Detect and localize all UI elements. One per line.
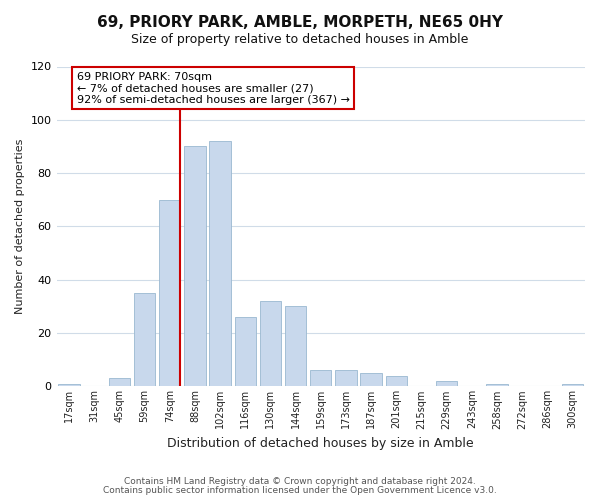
Bar <box>260 301 281 386</box>
Text: Contains HM Land Registry data © Crown copyright and database right 2024.: Contains HM Land Registry data © Crown c… <box>124 477 476 486</box>
Bar <box>159 200 181 386</box>
Y-axis label: Number of detached properties: Number of detached properties <box>15 139 25 314</box>
Text: Contains public sector information licensed under the Open Government Licence v3: Contains public sector information licen… <box>103 486 497 495</box>
Bar <box>184 146 206 386</box>
Bar <box>310 370 331 386</box>
Text: 69 PRIORY PARK: 70sqm
← 7% of detached houses are smaller (27)
92% of semi-detac: 69 PRIORY PARK: 70sqm ← 7% of detached h… <box>77 72 350 105</box>
Bar <box>361 373 382 386</box>
Bar <box>134 293 155 386</box>
Bar <box>58 384 80 386</box>
Bar <box>285 306 307 386</box>
Bar <box>109 378 130 386</box>
Bar <box>386 376 407 386</box>
Bar <box>486 384 508 386</box>
Bar <box>436 381 457 386</box>
Bar <box>235 317 256 386</box>
Text: Size of property relative to detached houses in Amble: Size of property relative to detached ho… <box>131 32 469 46</box>
Bar <box>562 384 583 386</box>
Bar <box>335 370 356 386</box>
X-axis label: Distribution of detached houses by size in Amble: Distribution of detached houses by size … <box>167 437 474 450</box>
Text: 69, PRIORY PARK, AMBLE, MORPETH, NE65 0HY: 69, PRIORY PARK, AMBLE, MORPETH, NE65 0H… <box>97 15 503 30</box>
Bar <box>209 141 231 386</box>
